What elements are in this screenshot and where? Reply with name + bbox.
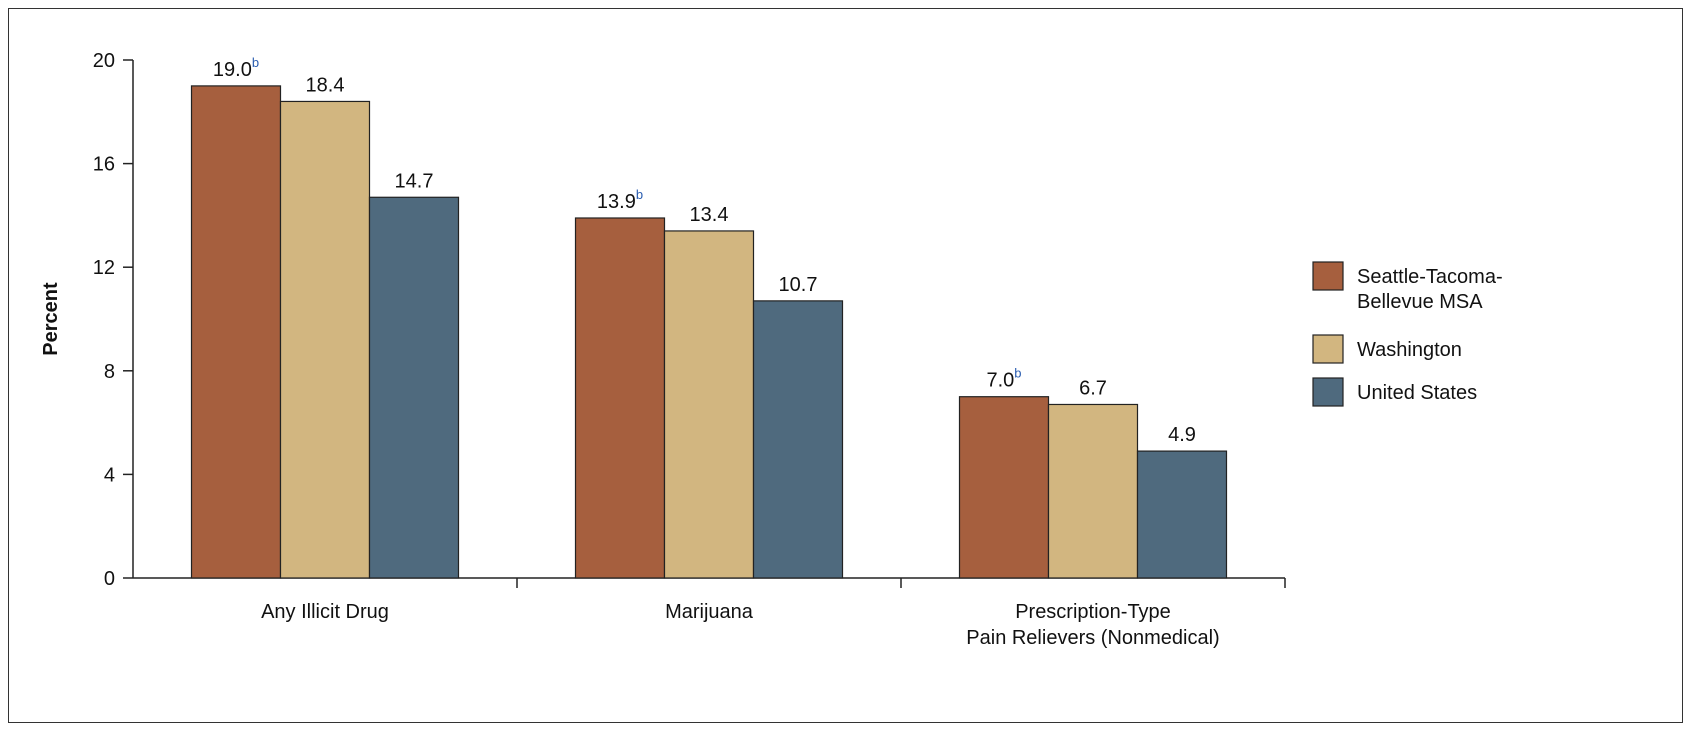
chart-frame [8,8,1683,723]
y-tick-label: 0 [104,568,115,590]
y-tick-label: 12 [93,257,115,279]
y-tick-label: 20 [93,50,115,72]
legend-swatch [1312,261,1344,291]
data-label: 13.9b [597,187,643,213]
bar [279,100,371,579]
y-tick-label: 4 [104,464,115,486]
axes: 0 4 8 12 16 20 Percent Any Illicit Drug Marijuan… [40,50,1286,649]
legend-swatch [1312,377,1344,407]
data-label: 6.7 [1079,377,1107,399]
bar [958,396,1050,579]
data-label: 10.7 [779,274,818,296]
bar [752,300,844,579]
x-category-label: Any Illicit Drug [261,601,389,623]
data-label: 18.4 [306,74,345,96]
data-label: 4.9 [1168,424,1196,446]
legend-swatch [1312,334,1344,364]
legend: Seattle-Tacoma-Bellevue MSA Washington Uni… [1312,261,1503,407]
bar [1136,450,1228,579]
bar [1047,403,1139,579]
y-tick-label: 8 [104,361,115,383]
value-labels: 19.0b 18.4 14.7 13.9b 13.4 10.7 7.0b 6.7 4.9 [213,55,1196,446]
legend-label: Washington [1357,339,1462,361]
y-axis-title: Percent [40,282,62,356]
y-tick-label: 16 [93,154,115,176]
data-label: 14.7 [395,170,434,192]
legend-label: Seattle-Tacoma-Bellevue MSA [1357,266,1503,313]
data-label: 7.0b [986,366,1021,392]
x-category-label: Prescription-Type Pain Relievers (Nonmedi… [966,601,1219,649]
data-label: 13.4 [690,204,729,226]
data-label: 19.0b [213,55,259,81]
bars [190,85,1228,579]
bar [663,230,755,579]
bar [368,196,460,579]
legend-label: United States [1357,382,1477,404]
bar [574,217,666,579]
x-category-label: Marijuana [665,601,754,623]
bar [190,85,282,579]
